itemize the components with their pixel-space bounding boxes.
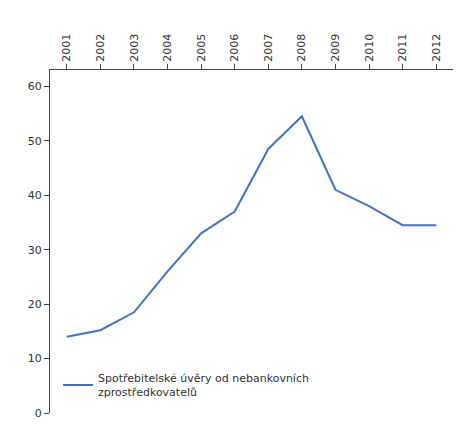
svg-text:20: 20: [28, 298, 42, 311]
svg-text:60: 60: [28, 80, 42, 93]
svg-text:2007: 2007: [262, 34, 275, 62]
svg-text:2006: 2006: [228, 34, 241, 62]
svg-text:2012: 2012: [430, 34, 443, 62]
svg-text:30: 30: [28, 244, 42, 257]
svg-text:40: 40: [28, 189, 42, 202]
svg-text:10: 10: [28, 352, 42, 365]
svg-text:50: 50: [28, 135, 42, 148]
svg-text:2004: 2004: [161, 34, 174, 62]
svg-text:Spotřebitelské úvěry od nebank: Spotřebitelské úvěry od nebankovníchzpro…: [98, 372, 309, 399]
svg-text:2011: 2011: [396, 34, 409, 62]
svg-text:2010: 2010: [363, 34, 376, 62]
svg-text:2003: 2003: [128, 34, 141, 62]
svg-text:2008: 2008: [295, 34, 308, 62]
svg-text:2009: 2009: [329, 34, 342, 62]
svg-text:2002: 2002: [94, 34, 107, 62]
svg-text:0: 0: [35, 407, 42, 420]
svg-text:2005: 2005: [195, 34, 208, 62]
svg-text:2001: 2001: [60, 34, 73, 62]
